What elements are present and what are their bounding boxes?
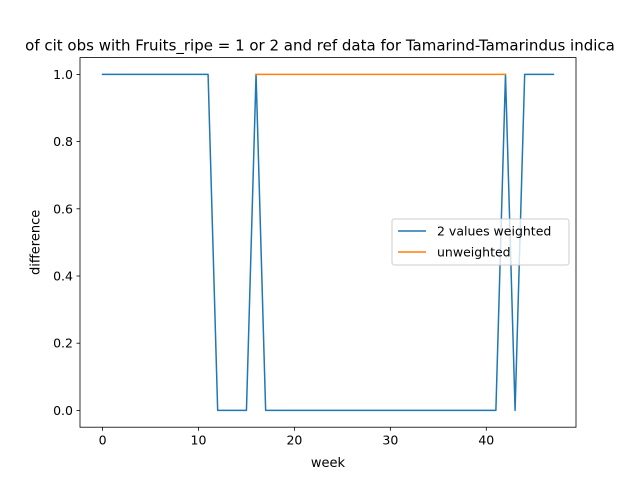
x-tick-label: 20 bbox=[286, 433, 302, 448]
legend-box bbox=[391, 218, 570, 266]
series-line-1 bbox=[101, 73, 555, 412]
y-tick-label: 1.0 bbox=[53, 67, 73, 82]
x-tick-label: 30 bbox=[382, 433, 398, 448]
y-tick-label: 0.4 bbox=[53, 269, 73, 284]
y-tick-label: 0.8 bbox=[53, 134, 73, 149]
x-axis-label: week bbox=[311, 456, 346, 471]
legend-label-weighted: 2 values weighted bbox=[437, 224, 551, 239]
y-tick-label: 0.6 bbox=[53, 201, 73, 216]
y-axis: 0.0 0.2 0.4 0.6 0.8 1.0 bbox=[53, 67, 80, 418]
x-tick-label: 10 bbox=[191, 433, 207, 448]
legend: 2 values weighted unweighted bbox=[391, 218, 570, 266]
y-tick-label: 0.0 bbox=[53, 403, 73, 418]
y-axis-label: difference bbox=[29, 210, 44, 275]
x-tick-label: 0 bbox=[99, 433, 107, 448]
chart-title: of cit obs with Fruits_ripe = 1 or 2 and… bbox=[25, 37, 615, 56]
series-layer bbox=[101, 73, 555, 412]
y-tick-label: 0.2 bbox=[53, 336, 73, 351]
plot-frame bbox=[79, 57, 577, 428]
legend-label-unweighted: unweighted bbox=[437, 245, 511, 260]
x-axis: 0 10 20 30 40 bbox=[99, 427, 494, 448]
x-tick-label: 40 bbox=[478, 433, 494, 448]
